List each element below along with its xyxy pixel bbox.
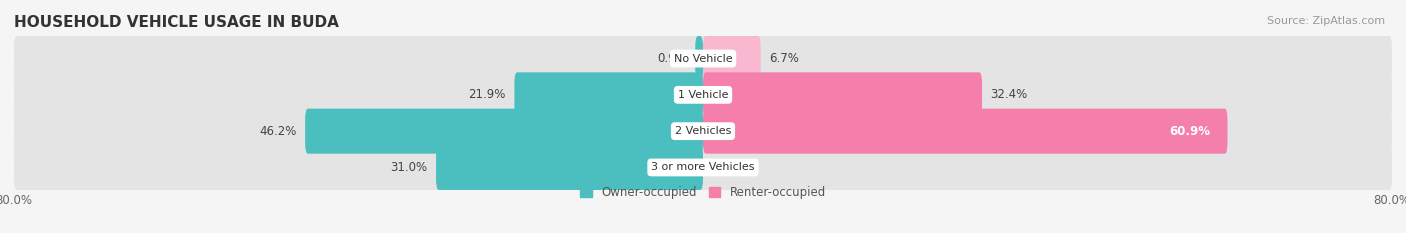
FancyBboxPatch shape: [14, 72, 1392, 117]
Text: 3 or more Vehicles: 3 or more Vehicles: [651, 162, 755, 172]
Text: 1 Vehicle: 1 Vehicle: [678, 90, 728, 100]
Text: HOUSEHOLD VEHICLE USAGE IN BUDA: HOUSEHOLD VEHICLE USAGE IN BUDA: [14, 15, 339, 30]
Text: 46.2%: 46.2%: [259, 125, 297, 138]
Text: 2 Vehicles: 2 Vehicles: [675, 126, 731, 136]
FancyBboxPatch shape: [703, 109, 1227, 154]
Text: 0.0%: 0.0%: [711, 161, 741, 174]
Text: Source: ZipAtlas.com: Source: ZipAtlas.com: [1267, 16, 1385, 26]
Text: 0.9%: 0.9%: [657, 52, 686, 65]
FancyBboxPatch shape: [695, 36, 703, 81]
Text: No Vehicle: No Vehicle: [673, 54, 733, 64]
FancyBboxPatch shape: [14, 109, 1392, 154]
FancyBboxPatch shape: [703, 72, 981, 117]
FancyBboxPatch shape: [305, 109, 703, 154]
FancyBboxPatch shape: [14, 145, 1392, 190]
Legend: Owner-occupied, Renter-occupied: Owner-occupied, Renter-occupied: [575, 182, 831, 204]
Text: 31.0%: 31.0%: [391, 161, 427, 174]
Text: 32.4%: 32.4%: [991, 88, 1028, 101]
FancyBboxPatch shape: [14, 36, 1392, 81]
Text: 6.7%: 6.7%: [769, 52, 799, 65]
FancyBboxPatch shape: [515, 72, 703, 117]
Text: 60.9%: 60.9%: [1170, 125, 1211, 138]
FancyBboxPatch shape: [703, 36, 761, 81]
Text: 21.9%: 21.9%: [468, 88, 506, 101]
FancyBboxPatch shape: [436, 145, 703, 190]
